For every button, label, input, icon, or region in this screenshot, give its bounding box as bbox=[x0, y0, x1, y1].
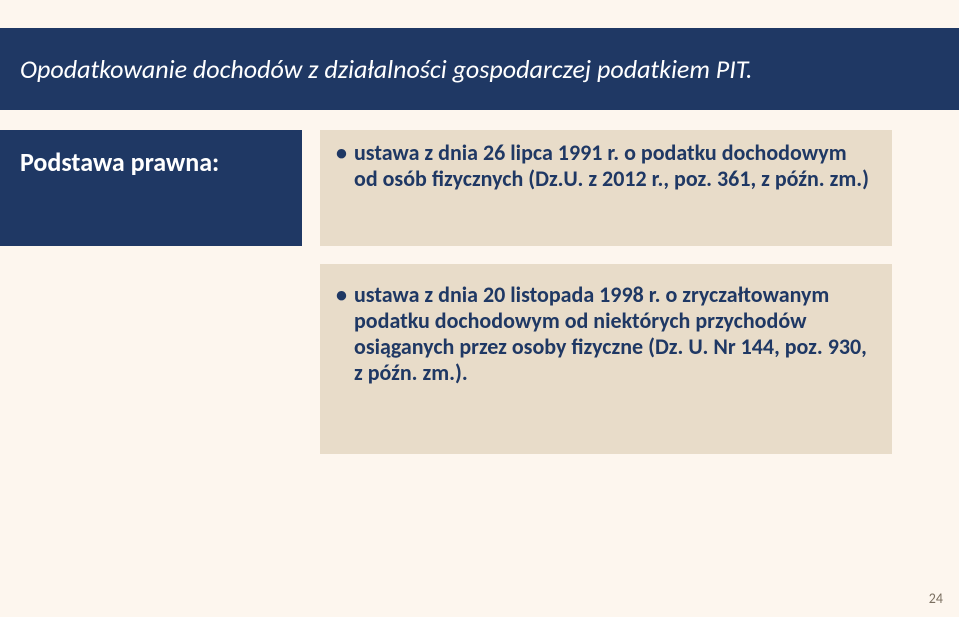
left-label-box: Podstawa prawna: bbox=[0, 130, 302, 246]
content-box-1: ustawa z dnia 26 lipca 1991 r. o podatku… bbox=[320, 130, 892, 246]
bullet-item-1: ustawa z dnia 26 lipca 1991 r. o podatku… bbox=[354, 140, 874, 192]
content-box-2: ustawa z dnia 20 listopada 1998 r. o zry… bbox=[320, 264, 892, 454]
slide-title-bar: Opodatkowanie dochodów z działalności go… bbox=[0, 28, 959, 110]
page-number: 24 bbox=[929, 590, 943, 607]
bullet-item-2: ustawa z dnia 20 listopada 1998 r. o zry… bbox=[354, 282, 874, 386]
left-label-text: Podstawa prawna: bbox=[20, 146, 219, 178]
slide-title: Opodatkowanie dochodów z działalności go… bbox=[20, 53, 752, 85]
